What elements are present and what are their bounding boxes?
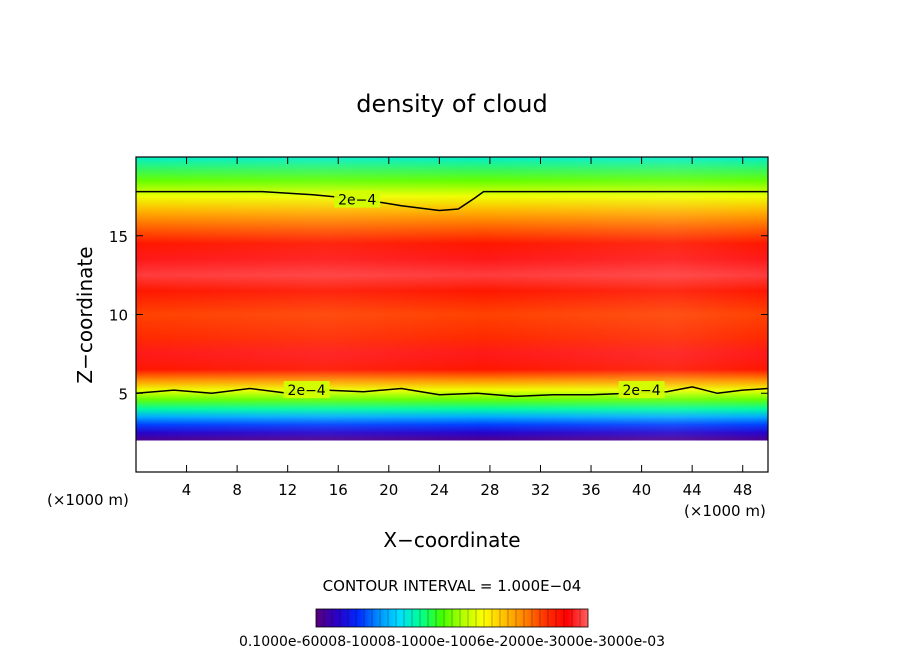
colorbar-level-lines	[323, 609, 581, 627]
chart-title: density of cloud	[356, 90, 547, 118]
contour-labels: 2e−4 2e−4 2e−4	[283, 190, 665, 399]
x-unit-label-right: (×1000 m)	[684, 502, 766, 520]
y-axis-ticks: 5 10 15	[109, 228, 768, 403]
y-tick-label: 5	[118, 385, 128, 403]
contour-interval-text: CONTOUR INTERVAL = 1.000E−04	[323, 577, 582, 595]
x-unit-label-left: (×1000 m)	[47, 491, 129, 509]
colorbar-tick-labels: 0.1000e-60008-10008-1000e-1006e-2000e-30…	[239, 634, 665, 650]
y-tick-label: 15	[109, 228, 128, 246]
contour-label: 2e−4	[288, 383, 326, 399]
contour-line-lower	[136, 386, 768, 398]
x-tick-label: 20	[379, 481, 398, 499]
x-tick-label: 24	[430, 481, 449, 499]
contour-label-background	[334, 190, 381, 208]
x-tick-label: 32	[531, 481, 550, 499]
contour-line-upper	[136, 190, 768, 212]
x-tick-label: 4	[182, 481, 192, 499]
x-tick-label: 8	[232, 481, 242, 499]
no-data-region	[136, 440, 768, 472]
y-tick-label: 10	[109, 307, 128, 325]
contour-label: 2e−4	[623, 383, 661, 399]
y-axis-label: Z−coordinate	[73, 246, 97, 383]
x-tick-label: 12	[278, 481, 297, 499]
x-tick-label: 28	[480, 481, 499, 499]
x-axis-label: X−coordinate	[383, 528, 520, 552]
x-tick-label: 44	[683, 481, 702, 499]
x-tick-label: 40	[632, 481, 651, 499]
contour-label: 2e−4	[338, 193, 376, 209]
x-tick-label: 16	[329, 481, 348, 499]
x-axis-ticks: 4 8 12 16 20 24 28 32 36 40 44 48	[182, 157, 752, 499]
x-tick-label: 48	[733, 481, 752, 499]
contour-label-background	[618, 381, 665, 399]
density-field-shading	[136, 157, 768, 472]
contour-label-background	[283, 381, 330, 399]
x-tick-label: 36	[581, 481, 600, 499]
